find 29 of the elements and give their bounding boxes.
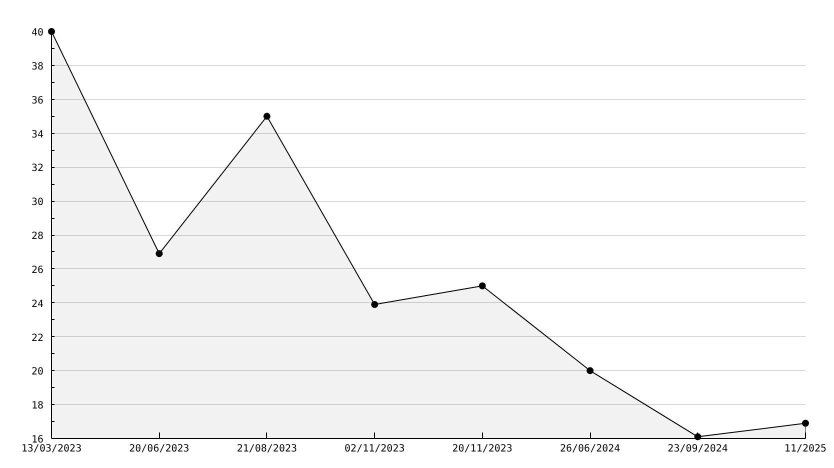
point (263, 112, 270, 120)
y-tick-label: 16 (31, 434, 44, 446)
point (478, 282, 486, 290)
point (694, 433, 702, 440)
point (586, 367, 594, 374)
y-tick-label: 20 (31, 366, 44, 378)
x-tick-label: 02/11/2023 (344, 444, 405, 454)
y-tick-label: 36 (31, 95, 44, 106)
x-tick-label: 11/2025 (784, 444, 827, 454)
y-tick-label: 26 (31, 264, 44, 276)
point (371, 301, 378, 308)
x-tick-label: 13/03/2023 (21, 444, 82, 454)
point (802, 420, 809, 427)
y-tick-label: 24 (31, 298, 44, 310)
x-tick-label: 20/11/2023 (452, 444, 512, 454)
point (156, 250, 163, 258)
point (48, 28, 55, 35)
y-tick-label: 28 (31, 231, 44, 242)
y-tick-label: 22 (31, 332, 44, 344)
y-tick-label: 38 (31, 61, 44, 72)
y-tick-label: 30 (31, 197, 44, 208)
y-tick-label: 34 (31, 129, 44, 140)
y-tick-label: 32 (31, 163, 44, 174)
x-tick-label: 21/08/2023 (236, 444, 298, 454)
y-tick-label: 40 (31, 28, 44, 38)
x-tick-label: 23/09/2024 (668, 444, 728, 454)
x-tick-label: 20/06/2023 (129, 444, 190, 454)
x-tick-label: 26/06/2024 (560, 444, 620, 454)
y-tick-label: 18 (31, 400, 44, 412)
